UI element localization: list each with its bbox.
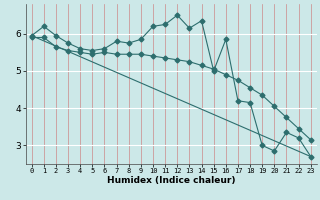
X-axis label: Humidex (Indice chaleur): Humidex (Indice chaleur) <box>107 176 236 185</box>
